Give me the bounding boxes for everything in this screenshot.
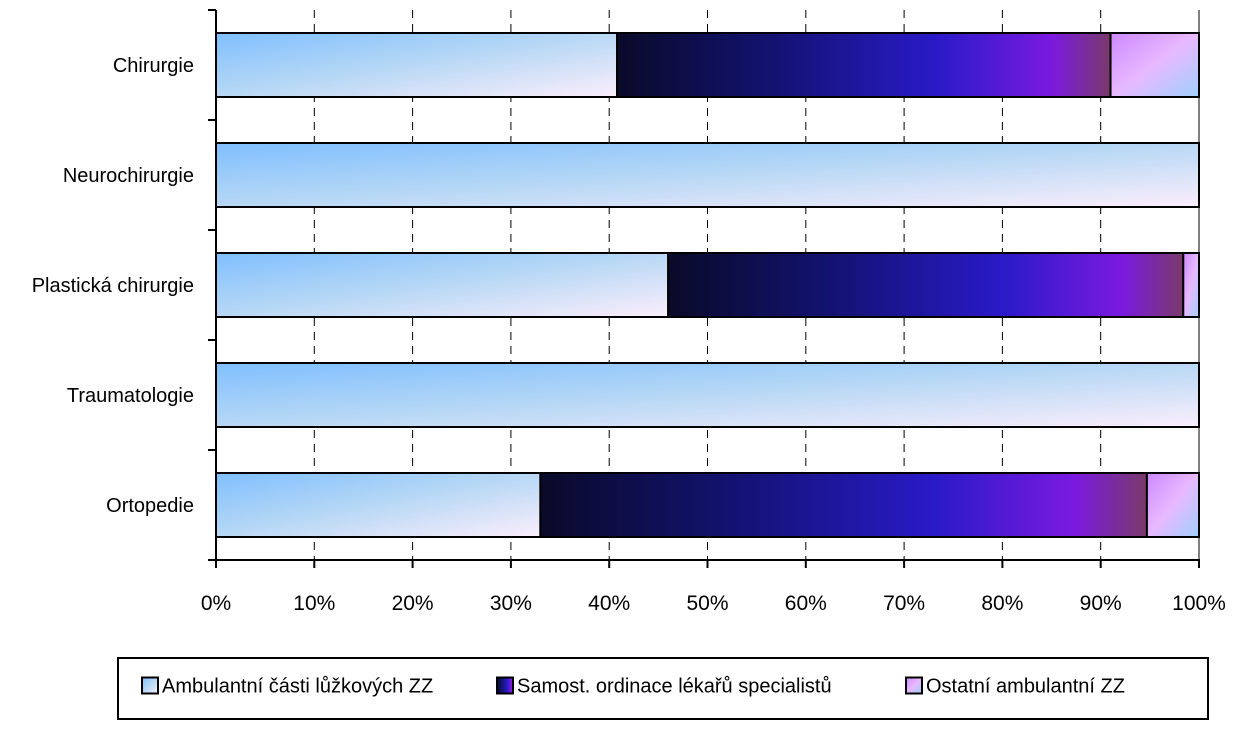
legend: Ambulantní části lůžkových ZZ Samost. ord… [117, 657, 1209, 720]
legend-label-3: Ostatní ambulantní ZZ [926, 676, 1125, 698]
bar-chirurgie-series-3 [1109, 32, 1201, 98]
bar-plasticka-chirurgie-series-2 [667, 252, 1185, 318]
x-tick-label: 30% [490, 592, 532, 615]
x-tick-label: 20% [392, 592, 434, 615]
bar-chirurgie-series-1 [215, 32, 619, 98]
bar-plasticka-chirurgie-series-3 [1182, 252, 1200, 318]
x-tick-label: 70% [883, 592, 925, 615]
category-label: Ortopedie [106, 495, 194, 517]
bar-neurochirurgie-series-1 [215, 142, 1200, 208]
category-label: Plastická chirurgie [32, 275, 194, 297]
category-label: Traumatologie [67, 385, 194, 407]
bar-traumatologie-series-1 [215, 362, 1200, 428]
category-label: Chirurgie [113, 55, 194, 77]
x-tick-label: 80% [981, 592, 1023, 615]
legend-swatch-1 [141, 676, 159, 695]
legend-box [117, 657, 1209, 720]
legend-label-2: Samost. ordinace lékařů specialistů [517, 676, 832, 698]
x-tick-label: 50% [686, 592, 728, 615]
x-tick-label: 60% [785, 592, 827, 615]
bar-chirurgie-series-2 [616, 32, 1112, 98]
category-label: Neurochirurgie [63, 165, 194, 187]
bar-ortopedie-series-3 [1145, 472, 1200, 538]
legend-swatch-3 [905, 676, 923, 695]
x-tick-label: 0% [201, 592, 231, 615]
legend-swatch-2 [496, 676, 514, 695]
x-tick-label: 10% [293, 592, 335, 615]
axes-layer: Chirurgie Neurochirurgie Plastická chirurg… [32, 9, 1226, 615]
x-tick-label: 40% [588, 592, 630, 615]
x-tick-label: 100% [1172, 592, 1226, 615]
bars-layer [215, 32, 1201, 538]
bar-ortopedie-series-1 [215, 472, 542, 538]
legend-label-1: Ambulantní části lůžkových ZZ [162, 676, 433, 698]
bar-plasticka-chirurgie-series-1 [215, 252, 670, 318]
x-tick-label: 90% [1080, 592, 1122, 615]
bar-ortopedie-series-2 [539, 472, 1148, 538]
